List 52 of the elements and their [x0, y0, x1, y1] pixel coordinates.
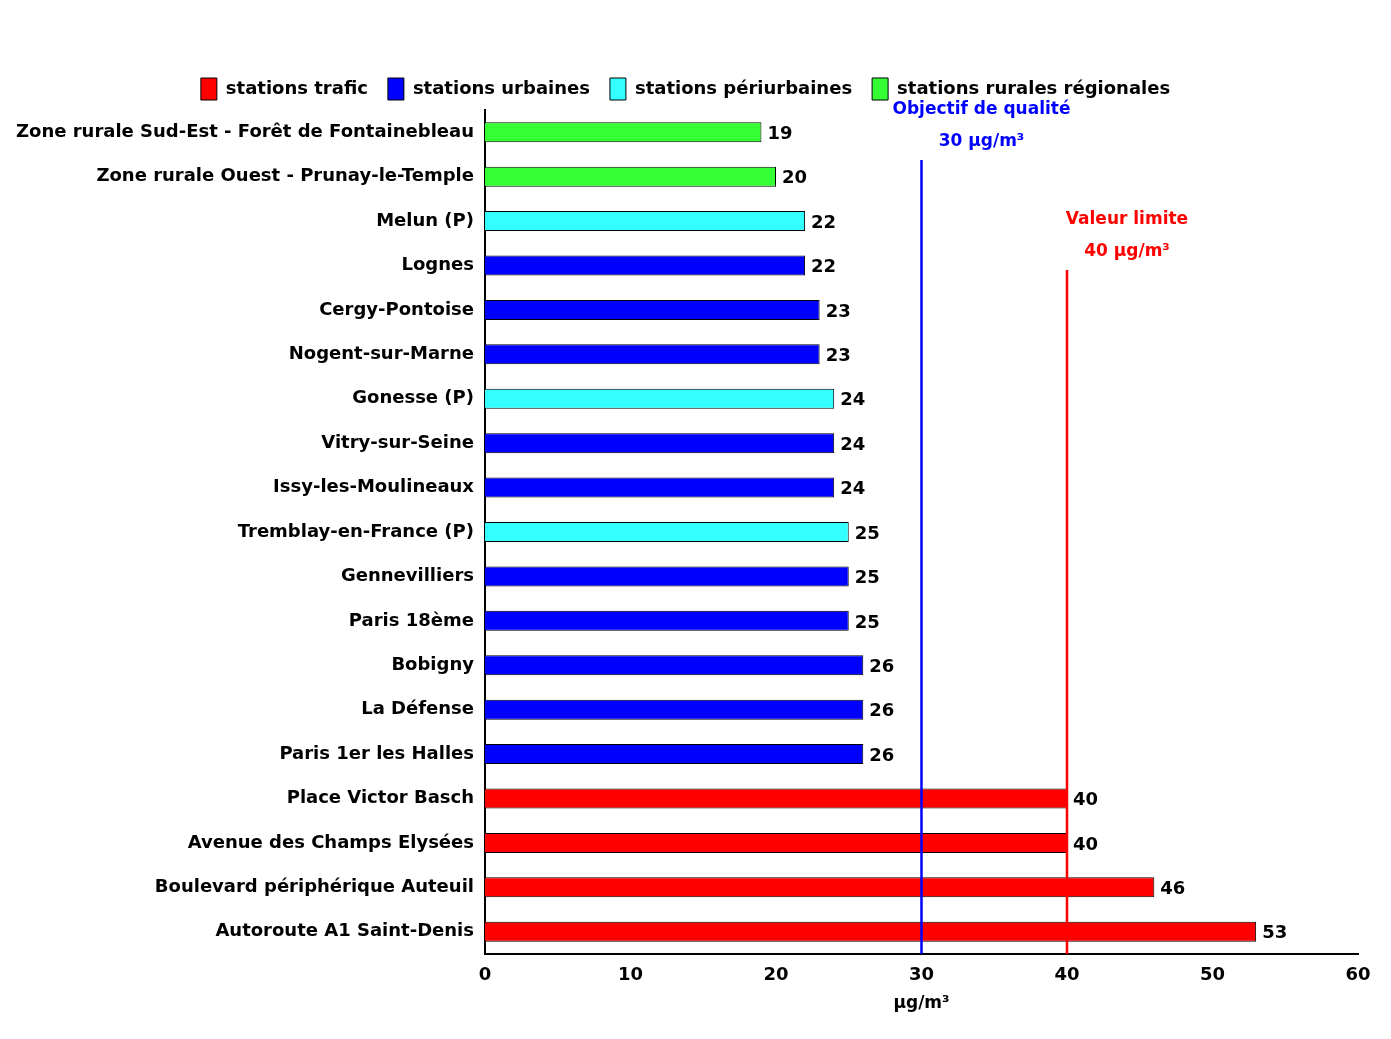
y-tick-label: Place Victor Basch [286, 786, 474, 808]
y-tick-label: Melun (P) [376, 208, 474, 230]
x-tick-label: 60 [1345, 963, 1371, 985]
y-tick-label: Vitry-sur-Seine [321, 430, 474, 452]
y-tick-label: Autoroute A1 Saint-Denis [215, 919, 474, 941]
data-label: 40 [1072, 788, 1099, 810]
x-tick-label: 20 [763, 963, 789, 985]
y-tick-label: Bobigny [391, 652, 475, 674]
data-label: 24 [840, 388, 866, 410]
y-tick-label: Zone rurale Ouest - Prunay-le-Temple [96, 164, 474, 186]
legend-label: stations périurbaines [634, 76, 853, 98]
x-tick-label: 0 [478, 963, 492, 985]
data-label: 25 [854, 521, 880, 543]
x-tick-label: 40 [1054, 963, 1080, 985]
data-label: 20 [781, 166, 808, 188]
y-tick-label: Zone rurale Sud-Est - Forêt de Fontainebleau [16, 119, 474, 141]
y-tick-label: Gennevilliers [340, 564, 474, 586]
x-tick-label: 30 [908, 963, 935, 985]
x-axis-title: µg/m³ [893, 992, 950, 1013]
data-label: 24 [840, 432, 866, 454]
data-label: 22 [811, 210, 837, 232]
data-label: 24 [840, 477, 866, 499]
y-tick-label: Paris 1er les Halles [279, 741, 474, 763]
y-tick-label: Tremblay-en-France (P) [237, 519, 474, 541]
y-tick-label: Issy-les-Moulineaux [273, 475, 475, 497]
y-tick-label: Paris 18ème [348, 608, 474, 630]
data-label: 26 [869, 699, 895, 721]
data-label: 23 [825, 343, 851, 365]
data-label: 19 [767, 121, 793, 143]
data-label: 26 [869, 654, 895, 676]
data-label: 22 [811, 255, 837, 277]
y-tick-label: La Défense [361, 697, 474, 719]
data-label: 46 [1160, 877, 1186, 899]
ref-line-label: Valeur limite 40 µg/m³ [1065, 207, 1189, 260]
y-tick-label: Cergy-Pontoise [319, 297, 474, 319]
y-tick-label: Nogent-sur-Marne [288, 341, 474, 363]
data-label: 25 [854, 566, 880, 588]
y-tick-label: Boulevard périphérique Auteuil [154, 875, 474, 897]
data-label: 26 [869, 743, 895, 765]
data-label: 40 [1072, 832, 1099, 854]
legend-label: stations urbaines [412, 76, 590, 98]
y-tick-label: Gonesse (P) [352, 386, 474, 408]
data-label: 25 [854, 610, 880, 632]
legend-label: stations trafic [225, 76, 368, 98]
y-tick-label: Lognes [401, 253, 474, 275]
x-tick-label: 50 [1199, 963, 1226, 985]
data-label: 53 [1262, 921, 1288, 943]
data-label: 23 [825, 299, 851, 321]
legend-label: stations rurales régionales [897, 76, 1171, 98]
ref-line-label: Objectif de qualité 30 µg/m³ [892, 97, 1071, 150]
x-tick-label: 10 [617, 963, 644, 985]
y-tick-label: Avenue des Champs Elysées [187, 830, 474, 852]
